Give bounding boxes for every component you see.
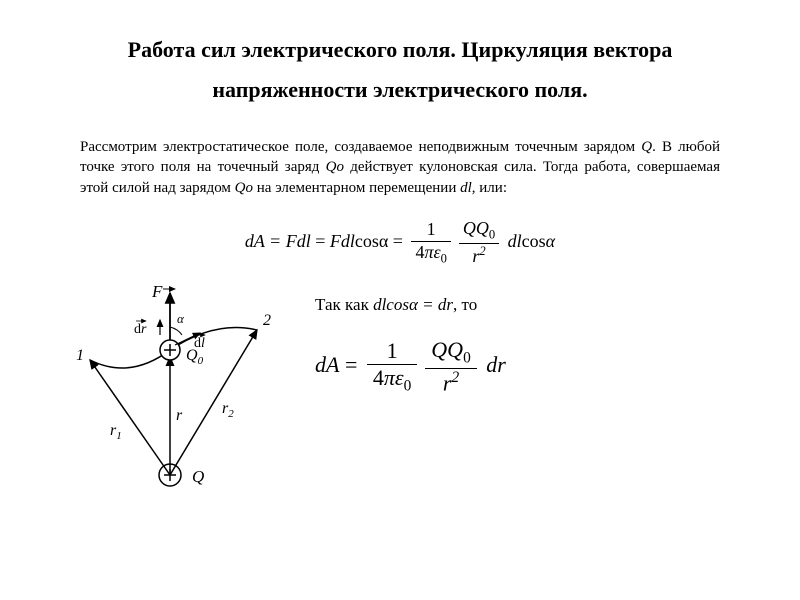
eq1-cosa: cosα = bbox=[355, 231, 408, 251]
slide-title: Работа сил электрического поля. Циркуляц… bbox=[60, 30, 740, 109]
field-diagram-svg: Q r1 r r2 Q0 F bbox=[60, 285, 295, 495]
eq1-frac1: 14πε0 bbox=[411, 219, 450, 266]
since-text: Так как dlcosα = dr, то bbox=[315, 295, 740, 315]
frac-num: QQ0 bbox=[459, 218, 499, 244]
eq1-dl: dl bbox=[503, 231, 522, 251]
para-q0: Qo bbox=[235, 180, 253, 196]
equation-1: dA = Fdl = Fdlcosα = 14πε0QQ0r2 dlcosα bbox=[60, 218, 740, 267]
slide: Работа сил электрического поля. Циркуляц… bbox=[0, 0, 800, 600]
right-text-column: Так как dlcosα = dr, то dA = 14πε0QQ0r2 … bbox=[295, 285, 740, 397]
label-r1: r1 bbox=[110, 422, 122, 442]
label-dr: dr bbox=[134, 322, 147, 337]
label-r2: r2 bbox=[222, 400, 234, 420]
label-alpha: α bbox=[177, 311, 185, 326]
eq2-dr: dr bbox=[481, 352, 506, 377]
eq2-frac2: QQ0r2 bbox=[425, 337, 476, 397]
title-line-2: напряженности электрического поля. bbox=[212, 77, 587, 102]
den-sub: 0 bbox=[404, 378, 412, 395]
frac-num: QQ0 bbox=[425, 337, 476, 369]
eq1-fdl2: Fdl bbox=[330, 231, 355, 251]
eq1-fdl: Fdl bbox=[286, 231, 311, 251]
num-qq: QQ bbox=[431, 337, 463, 362]
den-pe: πε bbox=[424, 242, 440, 262]
tx2-b: dlcosα = dr bbox=[373, 295, 453, 314]
eq1-alpha: α bbox=[546, 231, 555, 251]
para-q0: Qo bbox=[326, 159, 344, 175]
label-1: 1 bbox=[76, 347, 84, 364]
equation-2: dA = 14πε0QQ0r2 dr bbox=[315, 337, 740, 397]
den-sub: 0 bbox=[441, 251, 447, 265]
frac-den: 4πε0 bbox=[411, 242, 450, 267]
label-F: F bbox=[151, 285, 163, 301]
num-sub: 0 bbox=[463, 350, 471, 367]
eq1-frac2: QQ0r2 bbox=[459, 218, 499, 267]
eq1-cos: cos bbox=[522, 231, 546, 251]
para-text: , или: bbox=[472, 180, 507, 196]
intro-paragraph: Рассмотрим электростатическое поле, созд… bbox=[80, 137, 720, 198]
label-r: r bbox=[176, 407, 183, 424]
eq2-eq: = bbox=[339, 352, 362, 377]
para-q: Q bbox=[641, 139, 652, 155]
den-sup: 2 bbox=[451, 369, 459, 386]
para-dl: dl bbox=[460, 180, 472, 196]
label-Q: Q bbox=[192, 467, 204, 486]
label-dl: dl bbox=[194, 336, 205, 351]
eq2-lhs: dA bbox=[315, 352, 339, 377]
title-line-1: Работа сил электрического поля. Циркуляц… bbox=[128, 37, 673, 62]
den-pe: πε bbox=[384, 365, 404, 390]
eq1-eq: = bbox=[311, 231, 330, 251]
frac-den: r2 bbox=[425, 369, 476, 397]
para-text: Рассмотрим электростатическое поле, созд… bbox=[80, 139, 641, 155]
diagram: Q r1 r r2 Q0 F bbox=[60, 285, 295, 495]
bottom-row: Q r1 r r2 Q0 F bbox=[60, 285, 740, 495]
label-2: 2 bbox=[263, 312, 271, 329]
den-4: 4 bbox=[373, 365, 384, 390]
num-qq: QQ bbox=[463, 218, 489, 238]
eq1-lhs: dA = bbox=[245, 231, 286, 251]
frac-num: 1 bbox=[367, 338, 417, 365]
eq2-frac1: 14πε0 bbox=[367, 338, 417, 396]
para-text: на элементарном перемещении bbox=[253, 180, 460, 196]
frac-num: 1 bbox=[411, 219, 450, 242]
tx2-c: , то bbox=[453, 295, 477, 314]
frac-den: 4πε0 bbox=[367, 365, 417, 396]
tx2-a: Так как bbox=[315, 295, 373, 314]
frac-den: r2 bbox=[459, 244, 499, 268]
den-sup: 2 bbox=[479, 244, 485, 258]
num-sub: 0 bbox=[489, 228, 495, 242]
